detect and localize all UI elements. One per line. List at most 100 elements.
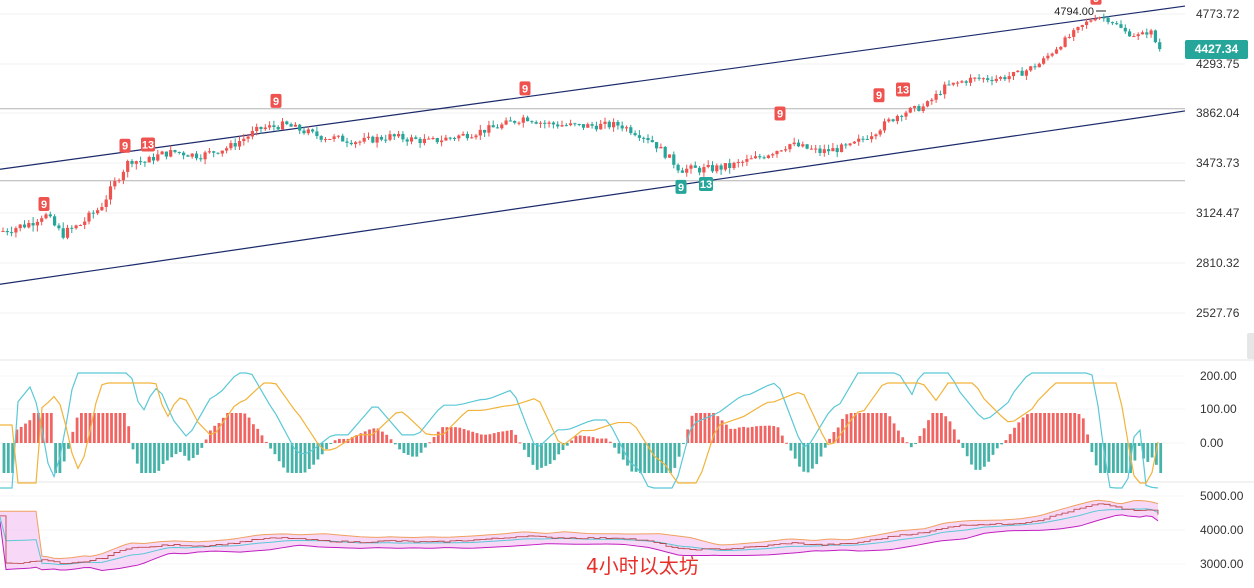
macd-bar <box>110 413 113 443</box>
macd-bar <box>239 413 242 443</box>
bottom-axis-tick: 5000.00 <box>1200 489 1244 503</box>
candle-body <box>788 144 792 150</box>
candle-body <box>809 148 813 150</box>
macd-bar <box>2 443 6 473</box>
macd-bar <box>1000 443 1003 445</box>
candle-body <box>212 151 216 153</box>
macd-bar <box>131 443 135 450</box>
macd-bar <box>157 443 161 471</box>
candle-body <box>418 138 422 144</box>
candle-body <box>440 140 444 143</box>
macd-bar <box>617 443 621 454</box>
candle-body <box>285 121 289 125</box>
candle-body <box>139 161 143 163</box>
candle-body <box>78 224 82 226</box>
macd-bar <box>974 443 978 470</box>
candle-body <box>904 112 908 117</box>
td-marker-box <box>270 93 282 108</box>
macd-bar <box>307 443 311 470</box>
candle-body <box>306 129 310 134</box>
macd-bar <box>449 427 453 443</box>
macd-bar <box>178 443 182 452</box>
macd-bar <box>402 443 406 454</box>
candle-body <box>237 141 242 147</box>
macd-bar <box>501 431 505 443</box>
macd-bar <box>368 429 371 443</box>
scroll-handle[interactable] <box>1247 333 1254 359</box>
macd-bar <box>1116 443 1120 473</box>
macd-bar <box>522 443 526 450</box>
td-marker-label: 9 <box>522 83 528 95</box>
td-marker-label: 9 <box>678 182 684 194</box>
macd-bar <box>742 426 745 443</box>
macd-bar <box>204 439 208 443</box>
macd-bar <box>475 433 479 443</box>
candle-body <box>108 186 113 200</box>
candle-body <box>280 121 285 130</box>
candle-body <box>753 156 758 159</box>
candle-body <box>1136 34 1140 37</box>
macd-bar <box>312 443 315 465</box>
macd-bar <box>28 420 32 443</box>
candle-body <box>1067 36 1071 38</box>
macd-bar <box>1094 443 1098 466</box>
candle-body <box>1011 72 1016 77</box>
macd-bar <box>583 435 586 443</box>
candle-body <box>1 231 5 233</box>
macd-bar <box>88 413 92 443</box>
macd-bar <box>737 427 741 443</box>
td-marker-box <box>873 88 885 103</box>
candle-body <box>1042 58 1046 64</box>
macd-bar <box>144 443 148 473</box>
candle-body <box>323 139 328 141</box>
candle-body <box>573 123 577 125</box>
candle-body <box>1149 30 1153 35</box>
candle-body <box>388 134 392 140</box>
candle-body <box>319 136 323 140</box>
candle-body <box>5 231 9 233</box>
channel-lines <box>0 5 1186 285</box>
candle-body <box>1085 21 1089 26</box>
macd-bar <box>243 413 247 443</box>
candle-body <box>887 119 891 122</box>
candle-body <box>766 155 770 158</box>
candle-body <box>586 124 590 128</box>
candle-body <box>745 159 749 162</box>
candle-body <box>870 136 874 140</box>
candle-body <box>495 127 500 129</box>
candle-body <box>564 125 568 127</box>
macd-bar <box>712 413 715 443</box>
candle-body <box>10 232 14 234</box>
candle-body <box>577 124 581 126</box>
candle-body <box>151 156 156 161</box>
macd-bar <box>282 443 285 468</box>
candle-body <box>83 221 87 225</box>
candle-body <box>676 164 680 171</box>
candle-body <box>878 130 882 135</box>
candle-body <box>706 164 710 168</box>
candle-body <box>771 154 775 156</box>
macd-bar <box>1099 443 1102 473</box>
candle-body <box>698 167 702 173</box>
macd-bar <box>359 433 363 443</box>
candle-body <box>521 117 525 123</box>
macd-bar <box>514 434 518 443</box>
candle-body <box>143 161 147 163</box>
td-marker-label: 9 <box>1093 0 1099 5</box>
macd-bar <box>372 428 376 443</box>
candle-body <box>719 165 723 170</box>
candle-body <box>1020 70 1024 76</box>
candle-body <box>581 124 586 128</box>
price-axis: 4773.72 4293.75 3862.04 3473.73 3124.47 2810.… <box>1196 7 1244 571</box>
macd-bar <box>467 430 470 443</box>
candle-body <box>839 144 844 153</box>
macd-bar <box>32 413 36 443</box>
macd-bar <box>153 443 156 473</box>
macd-bar <box>798 443 801 467</box>
macd-bar <box>15 429 19 443</box>
candle-body <box>925 101 930 107</box>
macd-bar <box>166 443 169 461</box>
candle-body <box>298 124 302 131</box>
